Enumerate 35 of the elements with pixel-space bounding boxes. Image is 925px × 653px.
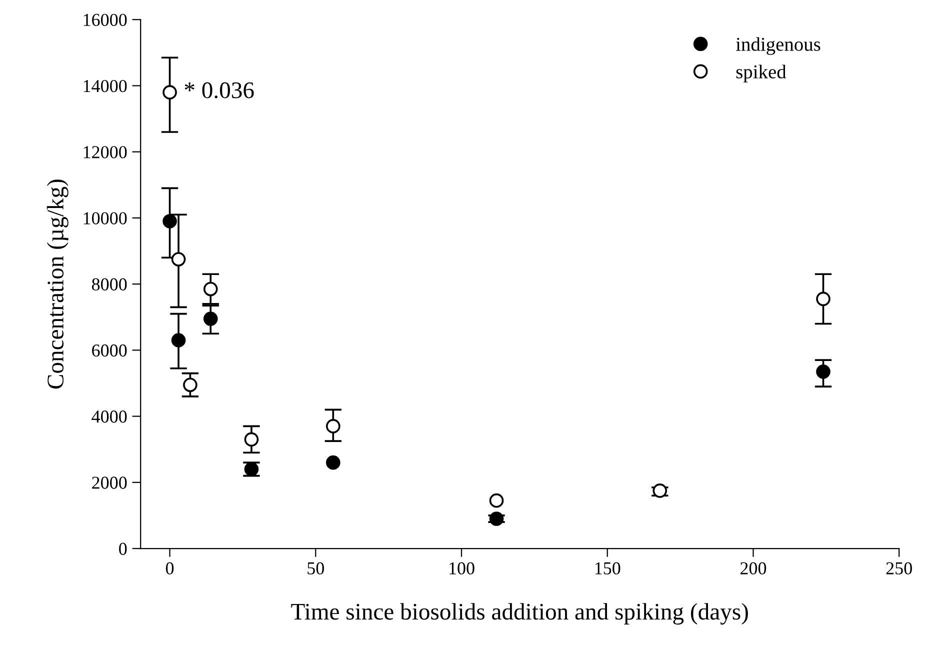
legend-label: spiked	[736, 64, 786, 82]
point	[652, 484, 668, 498]
x-tick-label: 50	[308, 562, 324, 574]
point	[816, 292, 830, 306]
x-tick-label: 0	[166, 562, 174, 574]
y-tick-label: 8000	[92, 278, 127, 290]
point	[171, 252, 186, 266]
y-tick-label: 12000	[84, 146, 127, 158]
point	[326, 419, 340, 434]
y-tick-label: 10000	[84, 212, 127, 224]
y-tick-label: 14000	[84, 80, 127, 92]
annotation: * 0.036	[184, 82, 254, 98]
x-tick-label: 200	[740, 562, 766, 574]
x-axis-title: Time since biosolids addition and spiking (days)	[291, 603, 748, 625]
point	[203, 282, 218, 296]
y-tick-label: 0	[119, 542, 127, 555]
x-tick-label: 250	[886, 562, 912, 574]
point	[162, 85, 177, 100]
point	[171, 333, 186, 348]
y-tick-label: 2000	[92, 476, 127, 489]
legend-label: indigenous	[736, 37, 820, 55]
point	[326, 455, 340, 470]
point	[244, 432, 259, 447]
x-tick-label: 100	[450, 562, 474, 574]
point	[489, 493, 504, 508]
point	[183, 378, 198, 392]
y-tick-label: 6000	[92, 344, 127, 357]
point	[816, 364, 830, 379]
y-axis-title: Concentration (µg/kg)	[46, 180, 68, 389]
x-tick-label: 150	[595, 562, 620, 574]
point	[489, 512, 504, 526]
y-tick-label: 4000	[92, 410, 127, 423]
point	[203, 312, 218, 326]
point	[162, 214, 177, 228]
y-tick-label: 16000	[84, 14, 127, 26]
